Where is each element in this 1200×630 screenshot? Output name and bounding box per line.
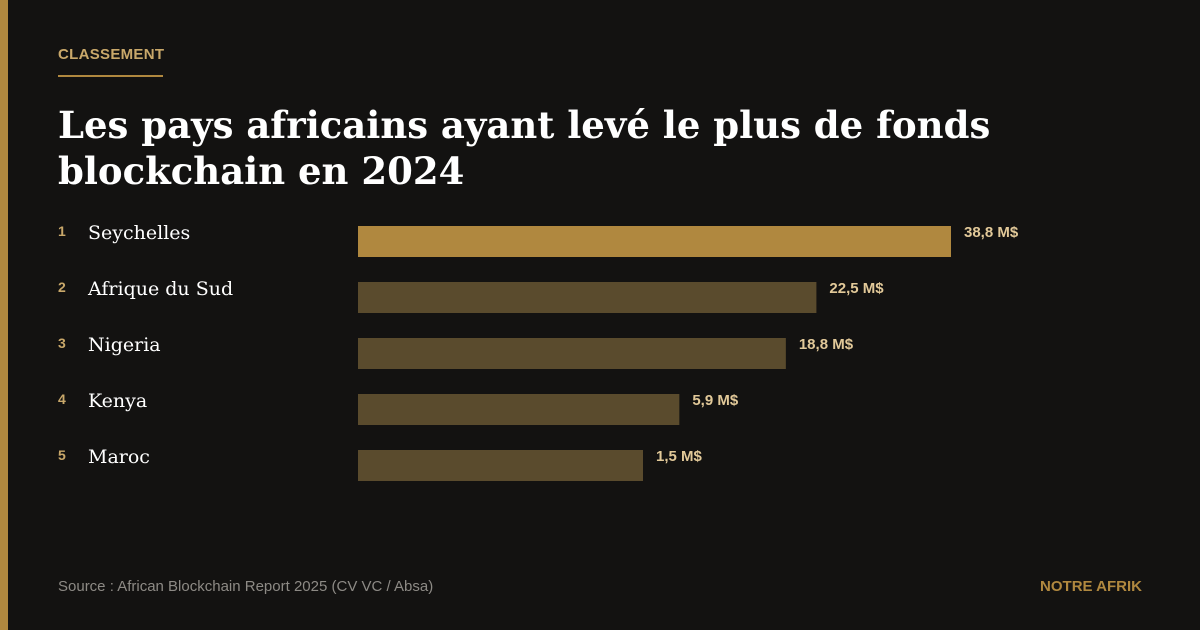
country-label: Seychelles <box>88 222 190 244</box>
accent-bar <box>0 0 8 630</box>
source-note: Source : African Blockchain Report 2025 … <box>58 578 434 595</box>
section-kicker: CLASSEMENT <box>58 46 165 63</box>
bar <box>358 450 643 481</box>
value-label: 38,8 M$ <box>964 224 1019 241</box>
value-label: 1,5 M$ <box>656 448 703 465</box>
value-label: 18,8 M$ <box>799 336 854 353</box>
country-label: Kenya <box>88 390 147 412</box>
country-label: Afrique du Sud <box>87 278 233 300</box>
brand-logo-text: NOTRE AFRIK <box>1040 578 1142 595</box>
value-label: 22,5 M$ <box>829 280 884 297</box>
rank-number: 5 <box>58 447 66 463</box>
country-label: Maroc <box>88 446 150 468</box>
kicker-underline <box>58 75 163 77</box>
bar <box>358 226 951 257</box>
country-label: Nigeria <box>88 334 161 356</box>
chart-title: Les pays africains ayant levé le plus de… <box>58 103 991 193</box>
value-label: 5,9 M$ <box>692 392 739 409</box>
bar <box>358 394 680 425</box>
rank-number: 1 <box>58 223 66 239</box>
bar <box>358 282 817 313</box>
bar <box>358 338 786 369</box>
rank-number: 4 <box>58 391 66 407</box>
rank-number: 3 <box>58 335 66 351</box>
rank-number: 2 <box>58 279 66 295</box>
